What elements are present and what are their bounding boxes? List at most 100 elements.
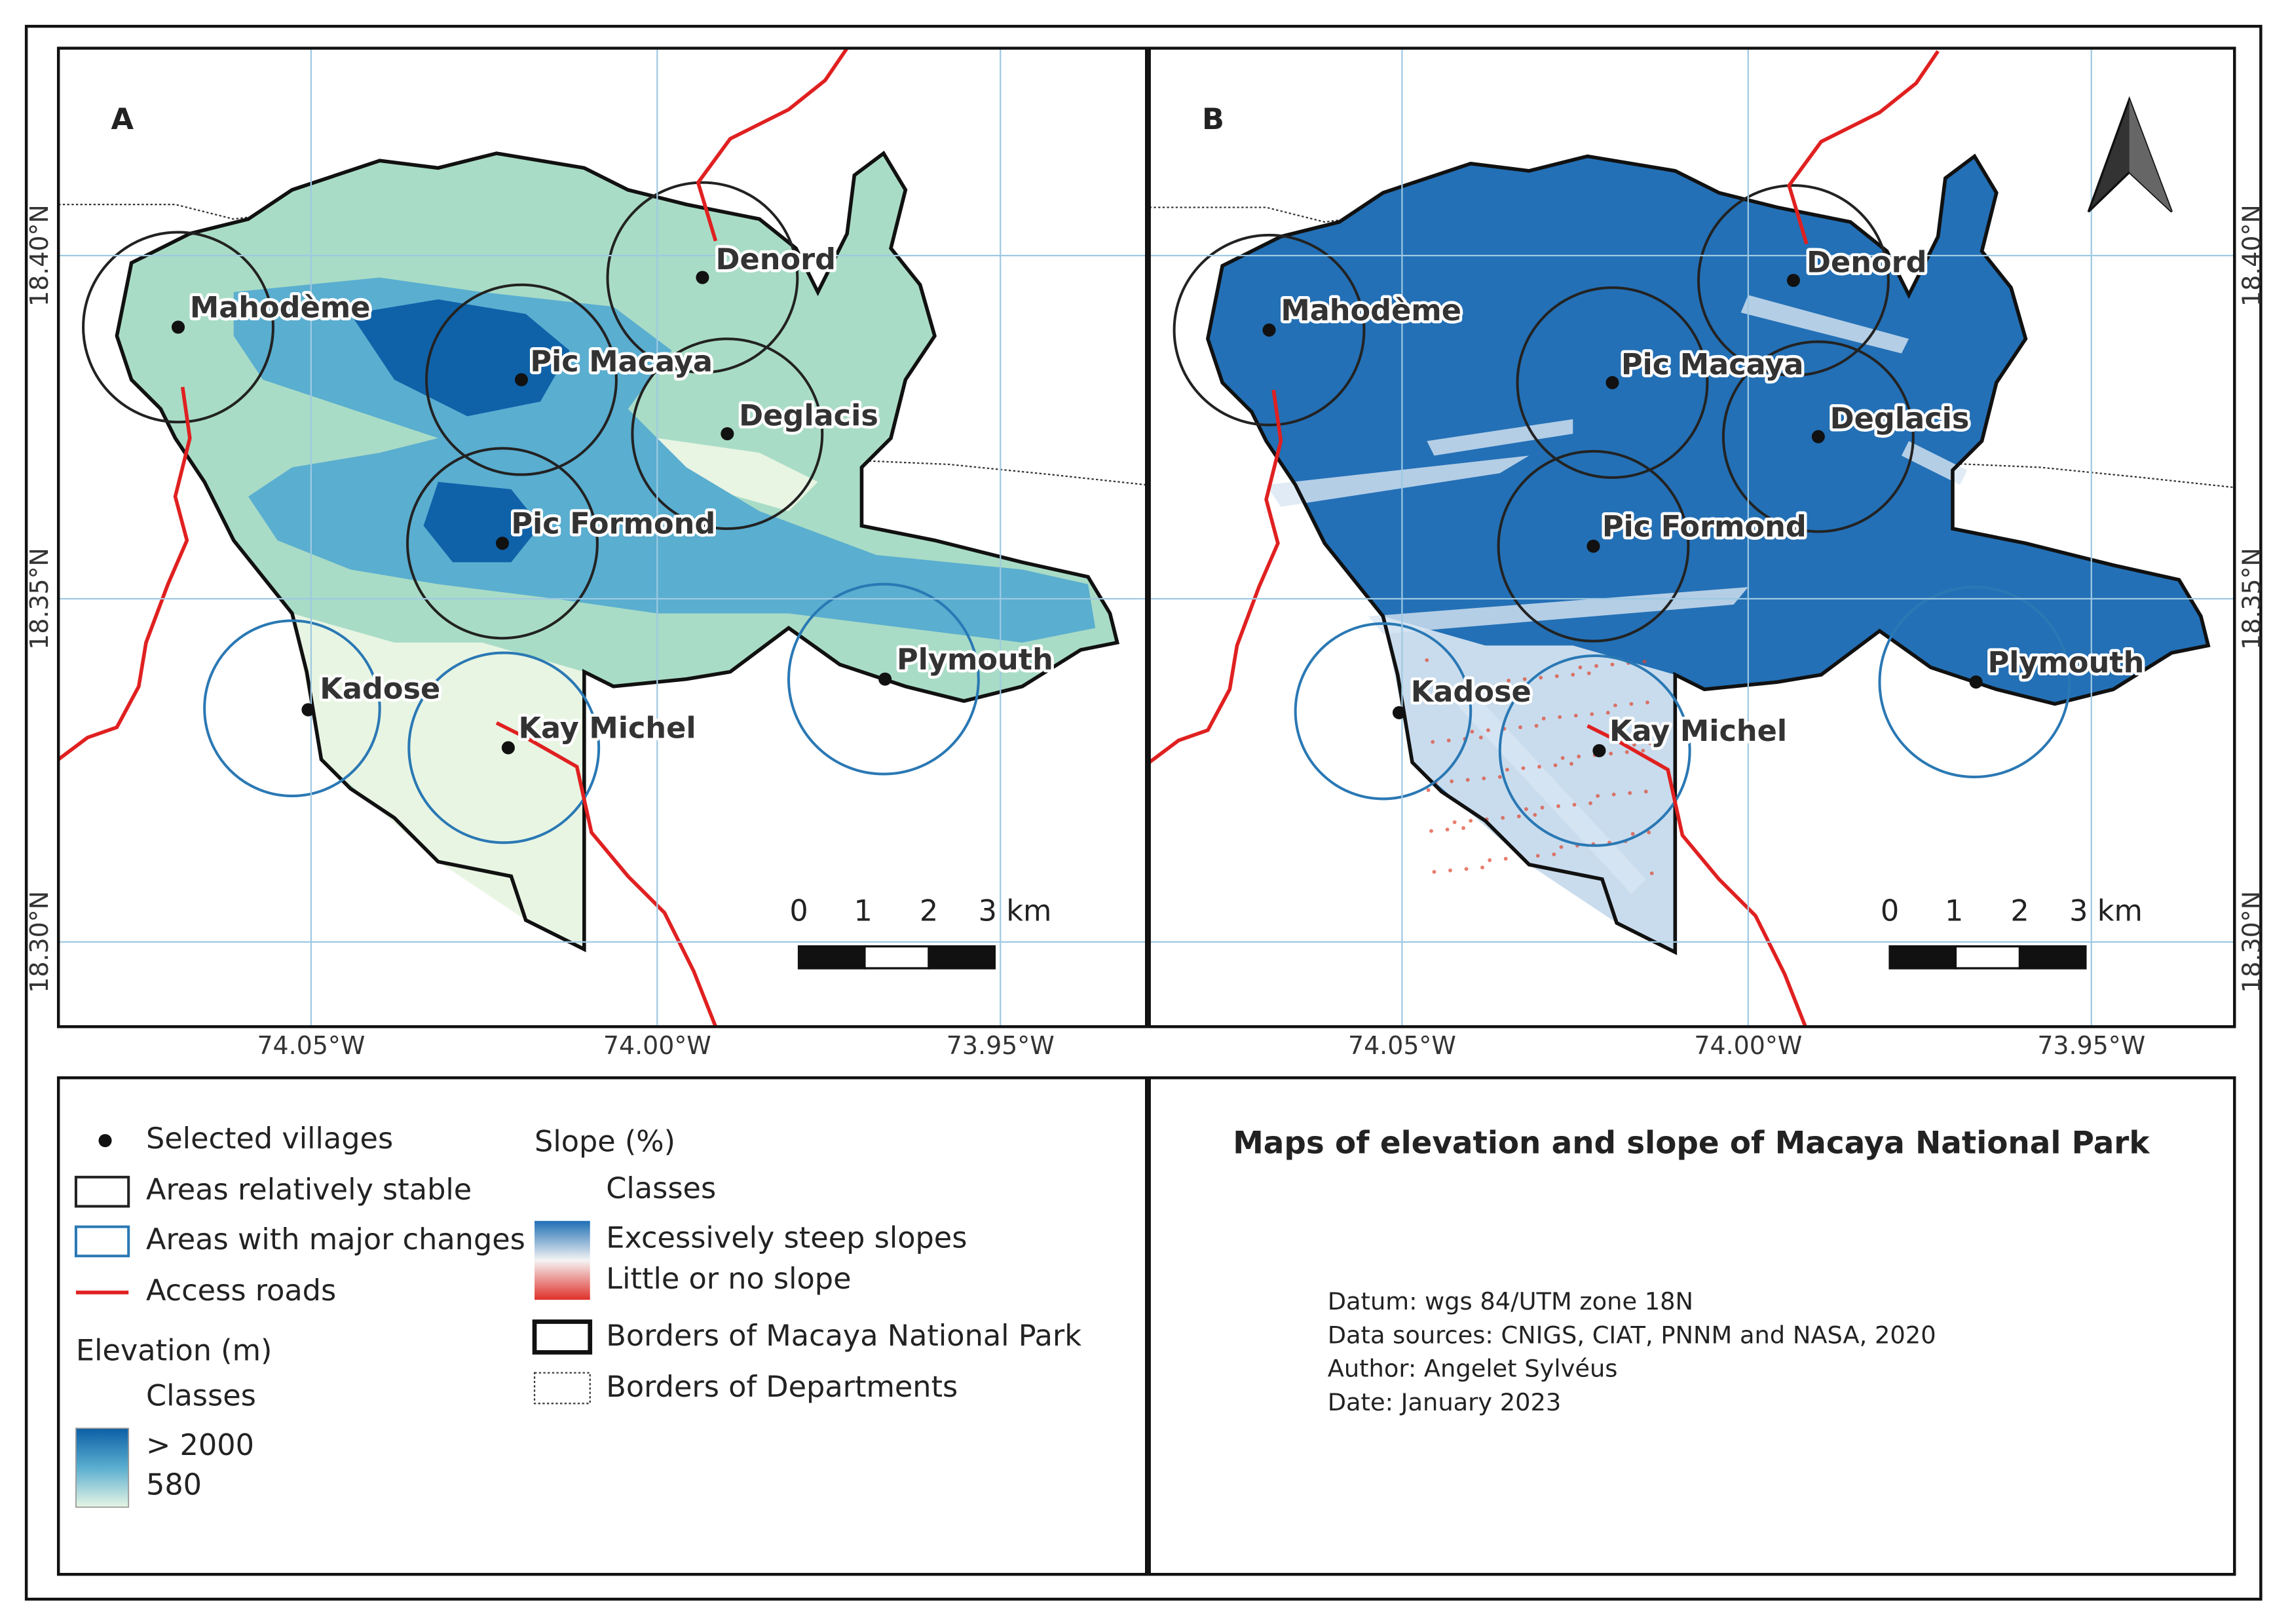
village-dot xyxy=(514,373,528,387)
slope-flat-speck xyxy=(1554,674,1559,679)
slope-flat-speck xyxy=(1586,671,1591,675)
slope-flat-speck xyxy=(1553,763,1558,768)
longitude-label: 74.05°W xyxy=(1348,1031,1456,1060)
stable-area xyxy=(1697,184,1890,377)
slope-flat-speck xyxy=(1501,816,1505,820)
slope-flat-speck xyxy=(1503,856,1508,861)
legend-label: Slope (%) xyxy=(535,1125,675,1159)
village-dot xyxy=(501,741,515,755)
longitude-label: 74.00°W xyxy=(603,1031,711,1060)
stable-area xyxy=(1497,449,1690,643)
slope-flat-speck xyxy=(1507,678,1511,683)
slope-flat-speck xyxy=(1522,677,1527,681)
slope-flat-speck xyxy=(1427,699,1432,703)
scale-segment xyxy=(1954,945,2021,970)
village-dot xyxy=(1392,706,1406,719)
slope-flat-speck xyxy=(1469,818,1473,823)
legend-label: Selected villages xyxy=(146,1122,393,1156)
slope-flat-speck xyxy=(1539,675,1543,680)
slope-flat-speck xyxy=(1465,778,1470,782)
legend-label: > 2000 xyxy=(146,1428,254,1462)
slope-flat-speck xyxy=(1611,792,1616,797)
slope-flat-speck xyxy=(1577,754,1581,759)
slope-flat-speck xyxy=(1569,762,1573,766)
slope-flat-speck xyxy=(1572,803,1577,807)
slope-flat-speck xyxy=(1431,740,1435,744)
change-area xyxy=(787,582,980,776)
change-area xyxy=(203,619,381,797)
legend-stable-symbol xyxy=(74,1175,130,1208)
access-road xyxy=(1149,389,1283,764)
slope-flat-speck xyxy=(1624,750,1629,754)
legend-elevation-ramp xyxy=(75,1427,130,1508)
scale-label: 3 km xyxy=(2069,894,2143,928)
legend-label: Classes xyxy=(146,1378,256,1412)
legend-label: Little or no slope xyxy=(606,1262,851,1296)
scale-segment xyxy=(928,945,996,970)
village-label: Pic Formond xyxy=(1602,510,1807,544)
legend-label: Areas with major changes xyxy=(146,1222,525,1256)
slope-flat-speck xyxy=(1641,748,1645,753)
village-dot xyxy=(721,427,734,441)
slope-flat-speck xyxy=(1448,868,1452,873)
legend-change-symbol xyxy=(74,1225,130,1258)
latitude-label: 18.35°N xyxy=(25,548,54,650)
stable-area xyxy=(631,337,824,531)
village-dot xyxy=(301,703,315,717)
info-line: Datum: wgs 84/UTM zone 18N xyxy=(1328,1287,1693,1315)
slope-flat-speck xyxy=(1444,697,1448,702)
village-label: Kay Michel xyxy=(1609,714,1787,748)
outer-frame xyxy=(24,24,2262,1601)
legend-label: Excessively steep slopes xyxy=(606,1221,967,1255)
stable-area xyxy=(1721,340,1915,533)
panel-label: B xyxy=(1202,102,1224,136)
slope-flat-speck xyxy=(1559,845,1564,849)
scale-label: 0 xyxy=(1881,894,1899,928)
slope-flat-speck xyxy=(1518,725,1522,730)
map-frame xyxy=(1148,47,2236,1029)
panel-label: A xyxy=(111,102,134,136)
scale-label: 1 xyxy=(854,894,873,928)
village-dot xyxy=(878,672,892,686)
slope-flat-speck xyxy=(1486,728,1490,732)
slope-flat-speck xyxy=(1630,832,1635,836)
slope-flat-speck xyxy=(1450,779,1454,784)
legend-slope-ramp xyxy=(535,1220,590,1300)
slope-flat-speck xyxy=(1590,712,1594,717)
map-panel: Mahodème Denord Pic Macaya Deglacis Pic Form… xyxy=(58,48,1147,1027)
map-frame xyxy=(56,47,1148,1029)
village-label: Kadose xyxy=(1411,675,1531,709)
change-area xyxy=(1878,586,2071,779)
elevation-lowest xyxy=(657,438,818,512)
elevation-high xyxy=(350,299,570,417)
slope-flat-speck xyxy=(1534,724,1539,728)
village-dot xyxy=(1786,273,1800,288)
latitude-label: 18.30°N xyxy=(25,891,54,993)
village-label: Deglacis xyxy=(1830,402,1970,436)
slope-flat-speck xyxy=(1558,715,1562,719)
village-label: Kadose xyxy=(320,671,440,706)
longitude-label: 73.95°W xyxy=(947,1031,1055,1060)
latitude-label: 18.40°N xyxy=(25,204,54,307)
slope-flat-speck xyxy=(1560,756,1565,760)
slope-flat-speck xyxy=(1515,684,1520,689)
slope-streak xyxy=(1427,419,1573,456)
slope-flat-speck xyxy=(1609,751,1613,756)
slope-flat-speck xyxy=(1643,789,1648,794)
access-road xyxy=(1586,724,1808,1027)
legend-box xyxy=(56,1076,1148,1576)
slope-flat-speck xyxy=(1645,700,1649,705)
change-area xyxy=(407,651,601,844)
longitude-label: 74.00°W xyxy=(1694,1031,1802,1060)
slope-flat-speck xyxy=(1524,807,1528,811)
change-area xyxy=(1498,654,1691,847)
slope-flat-speck xyxy=(1537,765,1541,769)
village-label: Pic Formond xyxy=(511,507,715,541)
scale-label: 0 xyxy=(789,894,808,928)
village-dot xyxy=(1586,539,1600,553)
slope-flat-speck xyxy=(1488,858,1492,862)
scale-segment xyxy=(1888,945,1957,970)
village-dot xyxy=(1969,675,1983,689)
